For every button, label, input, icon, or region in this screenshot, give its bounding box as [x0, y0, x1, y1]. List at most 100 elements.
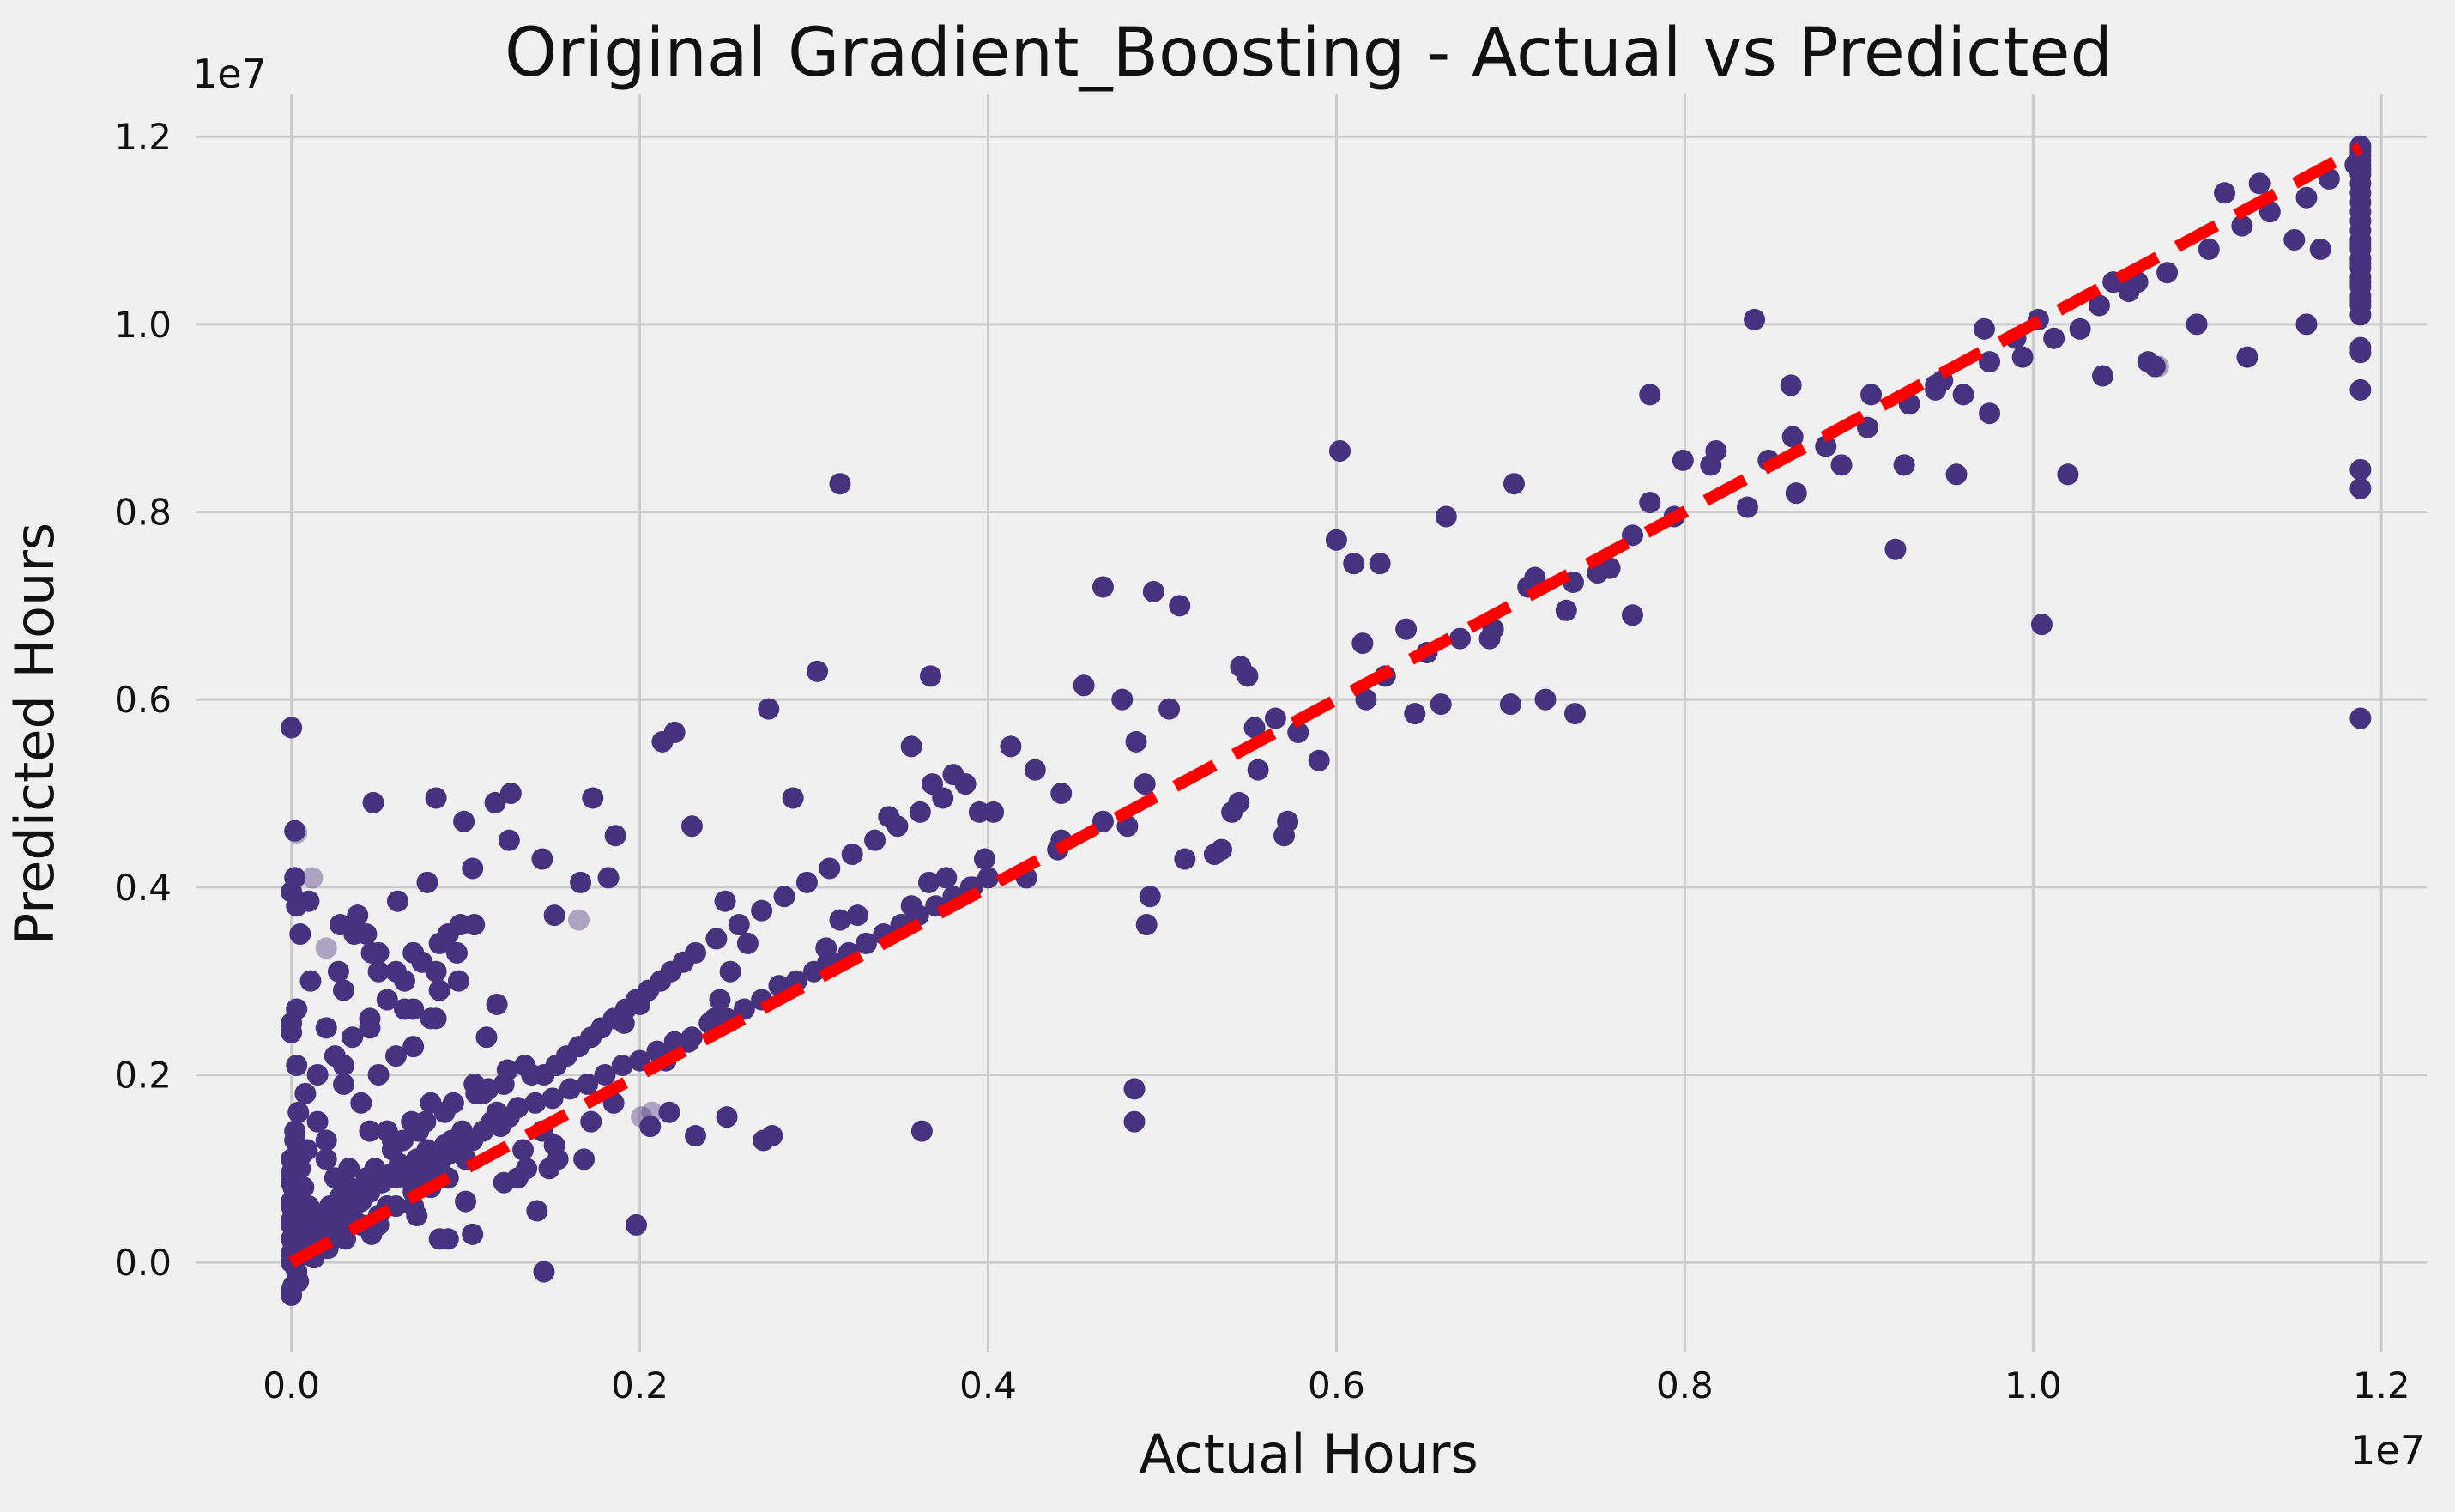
data-point: [2088, 294, 2110, 317]
data-point: [2349, 252, 2372, 275]
data-point: [909, 801, 931, 823]
data-point: [442, 1092, 464, 1114]
data-point: [506, 1097, 529, 1119]
data-point: [386, 890, 408, 912]
data-point: [773, 886, 795, 908]
data-point: [1884, 538, 1907, 560]
data-point: [425, 787, 447, 809]
data-point: [685, 941, 707, 964]
data-point: [1174, 848, 1196, 870]
data-point: [2349, 158, 2372, 180]
data-point: [376, 989, 398, 1011]
data-point: [559, 1078, 581, 1100]
data-point: [604, 825, 626, 847]
data-point: [1435, 505, 1457, 528]
data-point: [1621, 604, 1643, 626]
x-tick-label: 1.2: [2353, 1364, 2410, 1406]
data-point: [1125, 730, 1147, 753]
data-point: [367, 1063, 390, 1086]
data-point: [815, 937, 837, 959]
data-point: [298, 890, 320, 912]
data-point: [1355, 688, 1377, 711]
data-point: [1534, 688, 1557, 711]
data-point: [829, 473, 851, 495]
data-point: [291, 1143, 313, 1165]
data-point: [425, 960, 447, 983]
data-point: [942, 764, 964, 786]
data-point: [306, 1110, 329, 1133]
data-point: [846, 904, 868, 927]
data-point: [611, 1055, 633, 1077]
data-point: [531, 848, 553, 870]
data-point: [1135, 914, 1158, 936]
data-point: [1247, 759, 1269, 781]
data-point: [2349, 290, 2372, 312]
data-point: [284, 820, 306, 842]
data-point: [1134, 773, 1156, 795]
data-point: [359, 1017, 381, 1039]
data-point: [795, 871, 818, 893]
chart-title: Original Gradient_Boosting - Actual vs P…: [505, 15, 2113, 92]
y-tick-label: 1.0: [114, 304, 172, 346]
data-point: [758, 698, 780, 720]
y-tick-labels: 0.0 0.2 0.4 0.6 0.8 1.0 1.2: [114, 116, 172, 1284]
data-point: [538, 1158, 560, 1180]
data-point: [1273, 825, 1296, 847]
data-point: [2043, 327, 2065, 349]
x-tick-label: 0.0: [263, 1364, 320, 1406]
data-point: [425, 1007, 447, 1030]
data-point: [922, 773, 944, 795]
x-tick-label: 0.8: [1656, 1364, 1714, 1406]
data-point: [900, 735, 922, 758]
data-point: [917, 871, 940, 893]
data-point: [920, 665, 942, 687]
data-point: [2248, 172, 2271, 195]
data-point: [428, 979, 450, 1001]
data-point: [1979, 402, 2001, 425]
data-point: [1952, 384, 1974, 406]
data-point: [327, 960, 349, 983]
data-point: [1785, 482, 1807, 505]
data-point: [580, 1110, 602, 1133]
data-point: [977, 867, 999, 889]
data-point: [512, 1139, 535, 1161]
faint-data-point: [315, 937, 337, 959]
data-point: [807, 660, 829, 682]
faint-data-point: [301, 867, 324, 889]
data-point: [2231, 215, 2253, 237]
data-point: [526, 1200, 548, 1222]
data-point: [613, 1012, 635, 1034]
data-point: [1123, 1110, 1146, 1133]
data-point: [704, 1007, 726, 1030]
data-point: [2118, 281, 2140, 303]
data-point: [1158, 698, 1181, 720]
reference-line: [288, 142, 2364, 1268]
data-point: [1264, 707, 1286, 729]
data-point: [1430, 693, 1452, 716]
data-point: [973, 848, 995, 870]
data-point: [935, 867, 958, 889]
data-point: [1499, 693, 1521, 716]
data-point: [629, 993, 651, 1015]
data-point: [864, 829, 886, 851]
data-point: [475, 1026, 498, 1049]
data-point: [1351, 632, 1374, 655]
data-point: [338, 1158, 360, 1180]
data-point: [315, 1129, 337, 1152]
data-point: [663, 721, 686, 743]
data-point: [289, 922, 311, 945]
data-point: [1369, 553, 1391, 575]
data-point: [342, 1026, 364, 1049]
data-point: [1781, 426, 1804, 448]
data-point: [570, 871, 592, 893]
data-point: [486, 993, 508, 1015]
data-point: [355, 922, 378, 945]
data-point: [782, 787, 804, 809]
data-point: [2057, 463, 2079, 486]
data-point: [2137, 351, 2159, 373]
data-point: [1343, 553, 1365, 575]
data-point: [1979, 351, 2001, 373]
data-point: [1243, 717, 1266, 739]
data-point: [1639, 384, 1661, 406]
